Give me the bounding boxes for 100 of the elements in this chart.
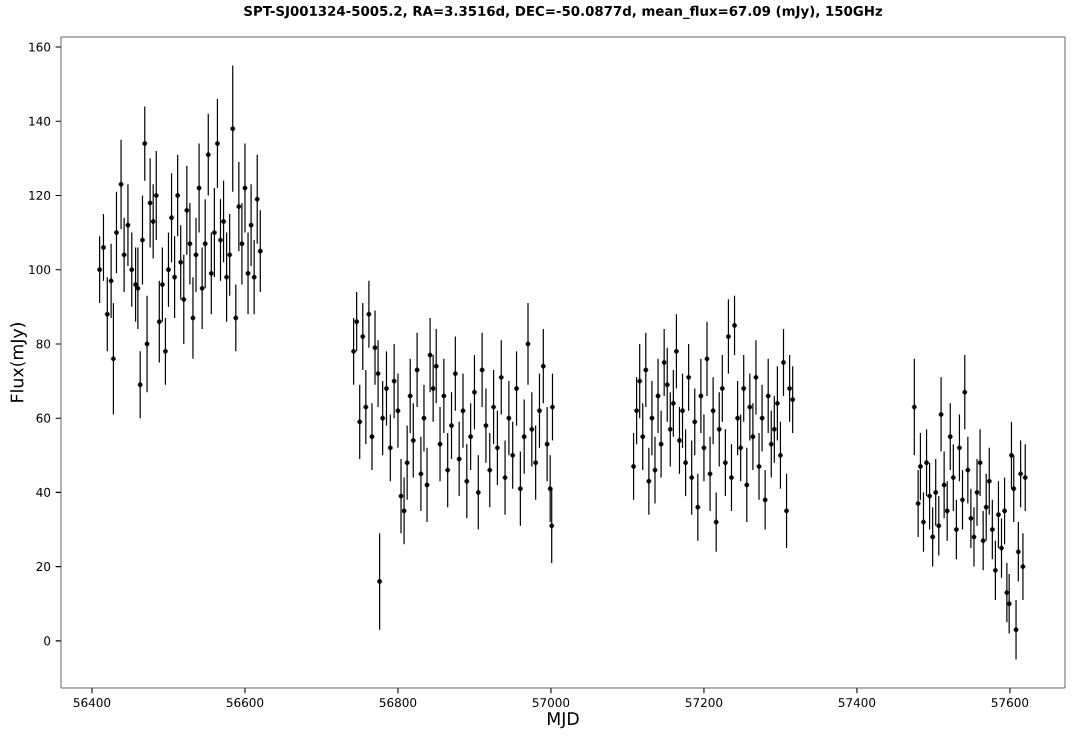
point	[398, 493, 404, 499]
point	[533, 460, 539, 466]
point	[121, 252, 127, 258]
y-tick-label: 120	[29, 190, 51, 201]
point	[992, 567, 998, 573]
point	[487, 467, 493, 473]
point	[753, 374, 759, 380]
point	[101, 245, 106, 250]
point	[460, 408, 466, 414]
point	[111, 356, 116, 362]
point	[968, 515, 974, 521]
point	[510, 452, 516, 458]
point	[722, 460, 728, 466]
y-tick-label: 60	[36, 413, 51, 423]
point	[540, 363, 546, 369]
point	[774, 400, 780, 406]
point	[974, 489, 980, 495]
point	[631, 464, 636, 469]
point	[502, 475, 508, 480]
point	[384, 386, 389, 391]
point	[153, 193, 159, 198]
point	[960, 497, 965, 503]
point	[729, 475, 734, 480]
point	[254, 196, 260, 202]
point	[433, 363, 439, 369]
point	[491, 404, 496, 410]
point	[695, 504, 701, 510]
point	[957, 445, 962, 451]
point	[962, 389, 968, 395]
point	[205, 152, 211, 158]
point	[677, 438, 682, 443]
point	[380, 415, 386, 421]
point	[537, 408, 542, 414]
point	[360, 334, 366, 339]
point	[1015, 549, 1021, 555]
point	[196, 185, 202, 191]
point	[977, 460, 983, 466]
point	[144, 341, 150, 347]
point	[410, 438, 416, 443]
point	[1011, 486, 1017, 492]
point	[1004, 590, 1010, 595]
point	[790, 397, 796, 403]
point	[404, 460, 410, 466]
point	[202, 241, 208, 247]
point	[97, 267, 103, 273]
point	[242, 185, 248, 191]
point	[437, 441, 443, 447]
point	[375, 371, 381, 377]
point	[983, 504, 989, 510]
point	[918, 464, 923, 469]
point	[719, 386, 725, 391]
y-tick-label: 140	[29, 116, 51, 126]
point	[498, 374, 504, 380]
point	[911, 404, 917, 410]
point	[930, 534, 936, 540]
point	[933, 489, 939, 495]
point	[971, 534, 977, 540]
point	[230, 126, 236, 132]
point	[169, 215, 174, 221]
point	[218, 237, 223, 243]
point	[472, 389, 477, 395]
point	[178, 259, 184, 265]
point	[787, 386, 793, 391]
point	[649, 415, 655, 421]
x-tick-label: 56400	[73, 698, 111, 708]
point	[664, 382, 670, 388]
point	[475, 489, 481, 495]
point	[947, 434, 953, 440]
point	[683, 460, 688, 466]
y-tick-label: 160	[29, 42, 51, 52]
point	[710, 408, 716, 414]
point	[114, 230, 119, 235]
point	[549, 523, 555, 529]
point	[1002, 508, 1007, 514]
point	[464, 478, 470, 484]
point	[1018, 471, 1024, 477]
point	[135, 285, 141, 291]
point	[996, 512, 1001, 518]
point	[366, 311, 372, 317]
point	[418, 471, 424, 477]
point	[133, 282, 138, 287]
point	[427, 352, 433, 358]
point	[137, 382, 143, 388]
point	[655, 393, 661, 399]
point	[181, 296, 187, 302]
point	[989, 527, 995, 532]
point	[680, 408, 685, 414]
point	[479, 367, 485, 373]
point	[208, 271, 214, 276]
point	[354, 319, 360, 325]
point	[634, 408, 640, 414]
point	[747, 404, 753, 410]
point	[927, 493, 933, 499]
point	[686, 374, 692, 380]
point	[104, 311, 110, 317]
point	[506, 415, 512, 421]
point	[521, 434, 527, 440]
point	[735, 415, 741, 421]
point	[525, 341, 531, 347]
point	[387, 445, 393, 451]
